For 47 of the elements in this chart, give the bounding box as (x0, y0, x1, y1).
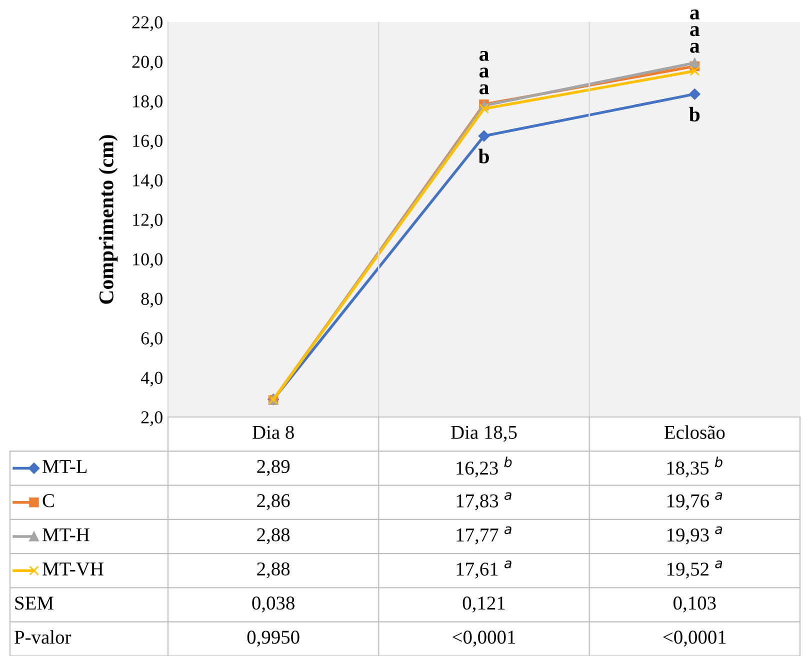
y-tick-label: 2,0 (141, 411, 162, 426)
y-tick-label: 4,0 (140, 372, 162, 387)
y-tick-label: 10,0 (133, 253, 162, 268)
text: <0,0001 (663, 630, 726, 647)
annotation: a (479, 50, 489, 61)
x-tick-label: Dia 8 (252, 426, 294, 439)
data-label: 2,88 (257, 528, 290, 544)
text: 0,038 (252, 596, 294, 612)
x-tick-label: Dia 18,5 (451, 426, 517, 442)
text: 0,9950 (247, 630, 300, 647)
data-label: 16,23 $^{b}$ (456, 456, 512, 478)
y-tick-label: 6,0 (141, 332, 162, 348)
data-label: 19,52 $^{a}$ (668, 560, 722, 579)
y-tick-label: 16,0 (133, 134, 162, 150)
annotation: a (690, 42, 700, 53)
data-label: 2,86 (257, 494, 290, 510)
legend-label: MT-H (42, 528, 90, 542)
y-tick-label: 12,0 (133, 214, 162, 229)
y-axis-title: Comprimento (cm) (98, 135, 118, 304)
text: P-valor (14, 630, 72, 644)
data-label: 2,88 (257, 562, 290, 578)
x-tick-label: Eclosão (664, 425, 725, 439)
annotation: a (479, 68, 489, 78)
legend-label: C (42, 494, 54, 508)
data-label: 18,35 $^{b}$ (667, 456, 722, 478)
y-tick-label: 8,0 (141, 292, 162, 308)
text: 0,103 (674, 596, 716, 612)
text: 0,121 (462, 596, 505, 612)
y-tick-label: 22,0 (132, 16, 162, 32)
annotation: b (689, 106, 700, 122)
text: <0,0001 (452, 630, 516, 647)
legend-label: MT-L (42, 460, 87, 473)
y-tick-label: 14,0 (133, 174, 162, 190)
text: a (690, 10, 700, 20)
annotation: a (479, 84, 489, 94)
y-tick-label: 20,0 (132, 56, 162, 71)
data-label: 17,61 $^{a}$ (456, 560, 512, 579)
data-label: 2,89 (257, 460, 290, 476)
legend-label: MT-VH (42, 562, 104, 576)
annotation: a (690, 26, 700, 36)
annotation: b (478, 148, 489, 164)
y-tick-label: 18,0 (133, 95, 162, 110)
data-label: 19,76 $^{a}$ (668, 492, 722, 510)
data-label: 17,77 $^{a}$ (456, 526, 512, 544)
text: SEM (15, 596, 54, 610)
data-label: 19,93 $^{a}$ (668, 526, 722, 544)
data-label: 17,83 $^{a}$ (456, 492, 512, 510)
